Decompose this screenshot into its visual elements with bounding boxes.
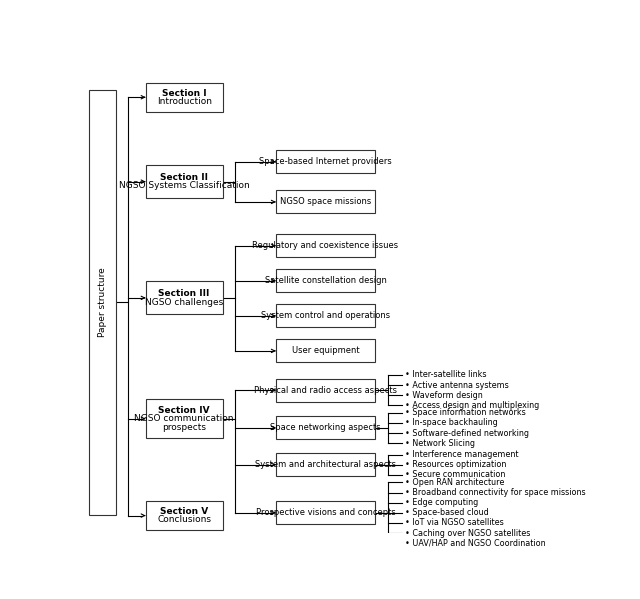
Text: NGSO communication: NGSO communication bbox=[134, 415, 234, 423]
FancyBboxPatch shape bbox=[146, 83, 223, 111]
Text: • Space information networks: • Space information networks bbox=[405, 409, 525, 418]
Text: • Access design and multiplexing: • Access design and multiplexing bbox=[405, 401, 539, 410]
Text: • Interference management: • Interference management bbox=[405, 450, 518, 459]
Text: NGSO challenges: NGSO challenges bbox=[145, 298, 223, 307]
FancyBboxPatch shape bbox=[276, 340, 375, 362]
FancyBboxPatch shape bbox=[276, 453, 375, 476]
Text: prospects: prospects bbox=[162, 422, 206, 431]
Text: Regulatory and coexistence issues: Regulatory and coexistence issues bbox=[252, 241, 399, 250]
Text: Section IV: Section IV bbox=[158, 406, 210, 415]
Text: Paper structure: Paper structure bbox=[98, 268, 107, 337]
Text: • Broadband connectivity for space missions: • Broadband connectivity for space missi… bbox=[405, 488, 586, 497]
FancyBboxPatch shape bbox=[276, 416, 375, 440]
Text: • Waveform design: • Waveform design bbox=[405, 391, 483, 400]
Text: Space networking aspects: Space networking aspects bbox=[270, 423, 381, 432]
FancyBboxPatch shape bbox=[146, 501, 223, 530]
FancyBboxPatch shape bbox=[89, 90, 116, 515]
Text: Physical and radio access aspects: Physical and radio access aspects bbox=[254, 386, 397, 395]
FancyBboxPatch shape bbox=[146, 282, 223, 314]
Text: NGSO space missions: NGSO space missions bbox=[280, 198, 371, 207]
Text: • Network Slicing: • Network Slicing bbox=[405, 438, 475, 447]
Text: System and architectural aspects: System and architectural aspects bbox=[255, 461, 396, 470]
Text: • Edge computing: • Edge computing bbox=[405, 498, 478, 507]
Text: • Caching over NGSO satellites: • Caching over NGSO satellites bbox=[405, 528, 531, 538]
Text: Conclusions: Conclusions bbox=[157, 515, 211, 524]
FancyBboxPatch shape bbox=[276, 501, 375, 524]
Text: • Open RAN architecture: • Open RAN architecture bbox=[405, 478, 504, 487]
Text: • UAV/HAP and NGSO Coordination: • UAV/HAP and NGSO Coordination bbox=[405, 539, 545, 547]
Text: • Space-based cloud: • Space-based cloud bbox=[405, 509, 488, 518]
Text: System control and operations: System control and operations bbox=[261, 311, 390, 320]
FancyBboxPatch shape bbox=[276, 379, 375, 402]
FancyBboxPatch shape bbox=[276, 190, 375, 213]
Text: Section V: Section V bbox=[160, 507, 208, 516]
Text: Section I: Section I bbox=[162, 89, 207, 98]
Text: • In-space backhauling: • In-space backhauling bbox=[405, 418, 498, 427]
Text: • Active antenna systems: • Active antenna systems bbox=[405, 380, 509, 389]
Text: Section II: Section II bbox=[160, 173, 208, 182]
Text: • IoT via NGSO satellites: • IoT via NGSO satellites bbox=[405, 519, 504, 528]
FancyBboxPatch shape bbox=[276, 270, 375, 292]
Text: • Resources optimization: • Resources optimization bbox=[405, 461, 506, 470]
FancyBboxPatch shape bbox=[146, 399, 223, 438]
Text: User equipment: User equipment bbox=[292, 346, 359, 355]
Text: NGSO Systems Classification: NGSO Systems Classification bbox=[119, 181, 250, 190]
Text: • Secure communication: • Secure communication bbox=[405, 470, 505, 479]
Text: Space-based Internet providers: Space-based Internet providers bbox=[259, 158, 392, 167]
FancyBboxPatch shape bbox=[276, 304, 375, 328]
Text: • Inter-satellite links: • Inter-satellite links bbox=[405, 370, 486, 379]
Text: Introduction: Introduction bbox=[157, 97, 212, 106]
Text: Prospective visions and concepts: Prospective visions and concepts bbox=[255, 509, 396, 518]
FancyBboxPatch shape bbox=[276, 150, 375, 173]
FancyBboxPatch shape bbox=[276, 234, 375, 258]
Text: Section III: Section III bbox=[159, 289, 210, 298]
Text: • Software-defined networking: • Software-defined networking bbox=[405, 428, 529, 437]
FancyBboxPatch shape bbox=[146, 165, 223, 198]
Text: Satellite constellation design: Satellite constellation design bbox=[264, 276, 387, 285]
